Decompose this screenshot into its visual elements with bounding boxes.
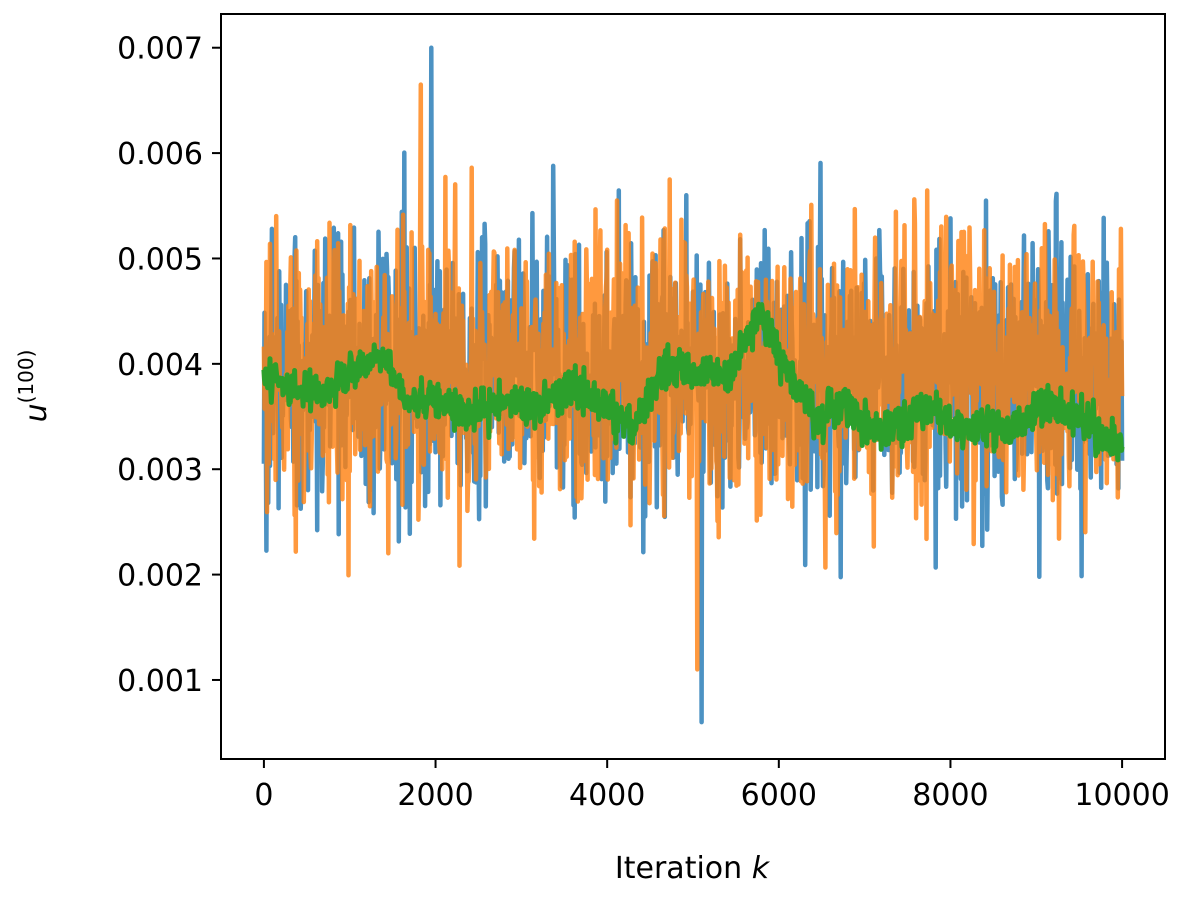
y-axis-label-variable: u	[19, 403, 54, 422]
y-tick-label: 0.001	[117, 664, 203, 699]
x-tick-label: 4000	[569, 778, 645, 813]
series-line-3	[261, 301, 1125, 463]
x-tick-label: 6000	[741, 778, 817, 813]
y-tick-label: 0.002	[117, 559, 203, 594]
x-tick-label: 0	[254, 778, 273, 813]
y-tick-label: 0.006	[117, 137, 203, 172]
y-tick-label: 0.007	[117, 32, 203, 67]
x-axis-label-variable: k	[752, 851, 771, 886]
series-layer	[261, 45, 1125, 725]
y-tick-label: 0.005	[117, 242, 203, 277]
x-tick-label: 10000	[1074, 778, 1169, 813]
x-tick-label: 8000	[912, 778, 988, 813]
plot-area-frame	[220, 13, 1166, 760]
x-tick-label: 2000	[397, 778, 473, 813]
x-axis-label-text: Iteration	[615, 851, 752, 886]
series-line-2	[261, 82, 1125, 672]
y-axis-label-superscript: (100)	[14, 350, 38, 404]
x-axis-label: Iteration k	[615, 851, 771, 886]
y-axis: 0.001 0.002 0.003 0.004 0.005 0.006 0.007	[117, 32, 221, 699]
y-tick-label: 0.004	[117, 348, 203, 383]
y-axis-label: u(100)	[14, 350, 54, 423]
y-tick-label: 0.003	[117, 453, 203, 488]
x-axis: 0 2000 4000 6000 8000 10000	[254, 759, 1170, 813]
